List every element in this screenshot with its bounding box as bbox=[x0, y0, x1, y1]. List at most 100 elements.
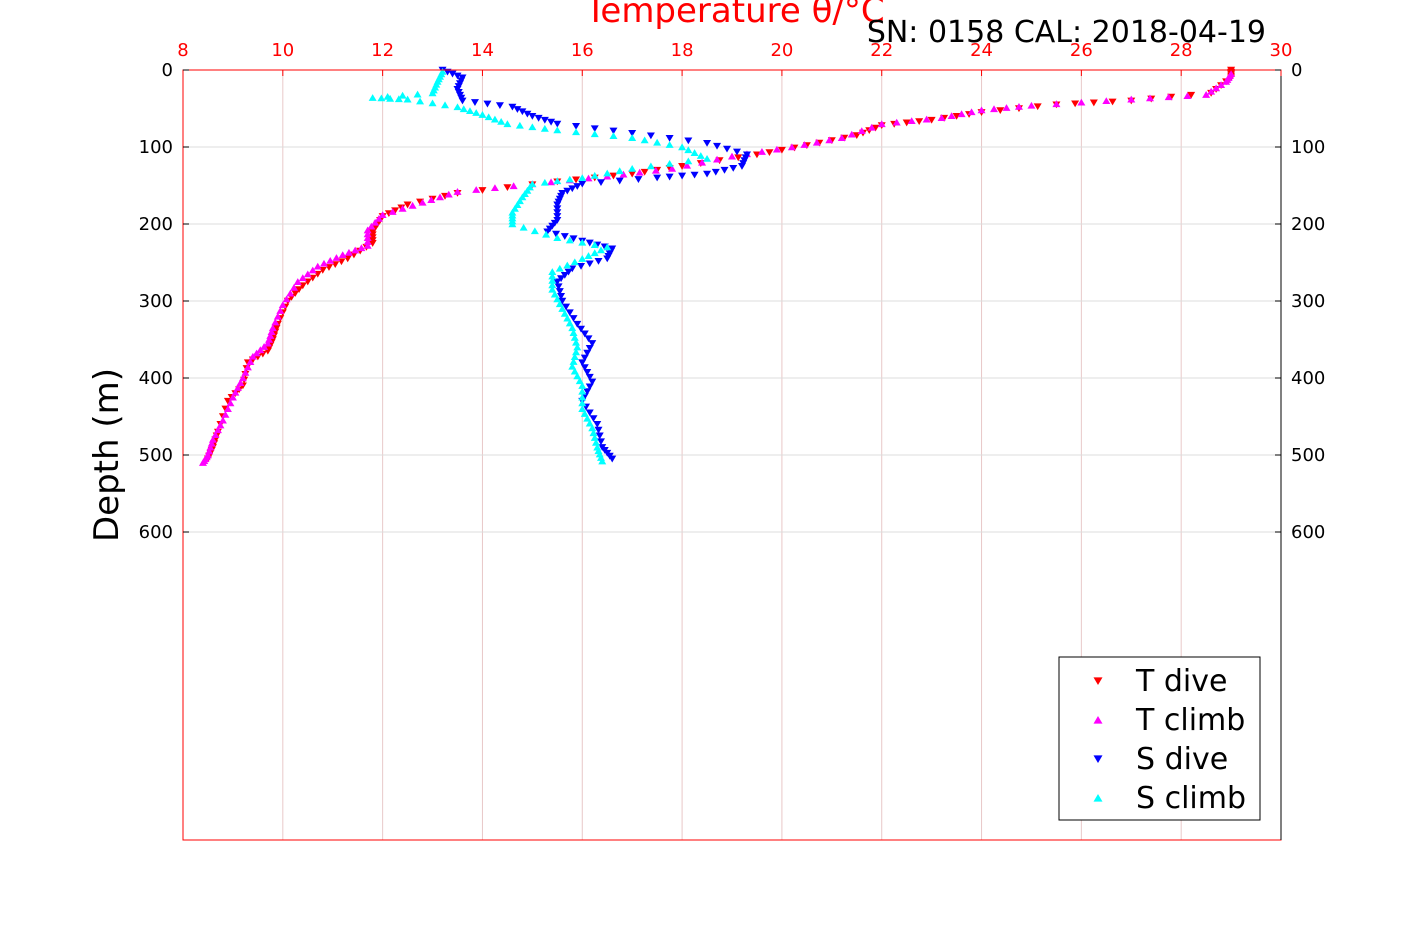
x-tick-label: 18 bbox=[671, 40, 694, 61]
s-climb-marker bbox=[497, 117, 506, 125]
s-climb-marker bbox=[394, 95, 403, 103]
t-climb-marker bbox=[308, 266, 317, 274]
s-climb-marker bbox=[484, 113, 493, 121]
s-climb-marker bbox=[563, 261, 572, 269]
t-climb-marker bbox=[453, 188, 462, 195]
s-dive-marker bbox=[603, 255, 612, 263]
s-climb-marker bbox=[578, 255, 587, 262]
x-tick-label: 30 bbox=[1270, 40, 1293, 61]
t-climb-marker bbox=[226, 399, 235, 407]
t-climb-marker bbox=[1014, 102, 1023, 110]
t-climb-marker bbox=[278, 301, 287, 309]
s-dive-marker bbox=[583, 388, 592, 396]
s-dive-marker bbox=[528, 113, 537, 120]
s-dive-marker bbox=[593, 421, 602, 428]
s-dive-marker bbox=[585, 260, 594, 268]
t-climb-marker bbox=[1127, 95, 1136, 103]
t-climb-marker bbox=[1207, 87, 1216, 95]
s-climb-marker bbox=[565, 175, 574, 183]
s-dive-marker bbox=[615, 177, 624, 185]
t-climb-marker bbox=[812, 138, 821, 146]
t-climb-marker bbox=[238, 374, 247, 382]
s-dive-marker bbox=[543, 228, 552, 236]
s-dive-marker bbox=[518, 108, 527, 116]
s-dive-marker bbox=[558, 297, 567, 305]
x-tick-label: 26 bbox=[1070, 40, 1093, 61]
series-s-dive bbox=[438, 66, 751, 463]
s-dive-marker bbox=[553, 205, 562, 213]
t-climb-marker bbox=[509, 182, 518, 190]
legend-label-t-climb: T climb bbox=[1135, 703, 1245, 738]
t-climb-marker bbox=[1202, 91, 1211, 98]
t-climb-marker bbox=[757, 148, 766, 155]
s-climb-marker bbox=[591, 438, 600, 446]
s-climb-marker bbox=[565, 319, 574, 327]
s-climb-marker bbox=[553, 234, 562, 242]
t-climb-marker bbox=[260, 343, 269, 350]
s-climb-marker bbox=[609, 132, 618, 140]
t-climb-marker bbox=[1102, 97, 1111, 104]
y-tick-label-right: 200 bbox=[1291, 214, 1325, 235]
s-dive-marker bbox=[588, 340, 597, 347]
s-climb-marker bbox=[540, 178, 549, 186]
t-dive-marker bbox=[291, 290, 300, 297]
t-climb-marker bbox=[668, 164, 677, 172]
t-climb-marker bbox=[1212, 84, 1221, 92]
s-climb-marker bbox=[590, 130, 599, 138]
s-climb-marker bbox=[703, 154, 712, 162]
s-climb-marker bbox=[453, 103, 462, 111]
t-climb-marker bbox=[265, 335, 274, 343]
t-climb-marker bbox=[344, 248, 353, 256]
s-dive-marker bbox=[583, 349, 592, 357]
t-climb-marker bbox=[207, 439, 216, 447]
s-climb-marker bbox=[519, 223, 528, 231]
s-dive-marker bbox=[585, 344, 594, 352]
s-climb-marker bbox=[441, 101, 450, 109]
s-climb-marker bbox=[368, 94, 377, 101]
s-climb-marker bbox=[590, 434, 599, 441]
t-climb-marker bbox=[857, 127, 866, 135]
s-dive-marker bbox=[557, 292, 566, 300]
t-climb-marker bbox=[1183, 92, 1192, 99]
s-dive-marker bbox=[495, 102, 504, 110]
t-climb-marker bbox=[947, 112, 956, 120]
x-tick-label: 20 bbox=[770, 40, 793, 61]
t-climb-marker bbox=[252, 349, 261, 357]
s-dive-marker bbox=[553, 201, 562, 209]
s-dive-marker bbox=[555, 288, 564, 295]
t-climb-marker bbox=[363, 226, 372, 234]
s-climb-marker bbox=[628, 164, 637, 172]
t-dive-marker bbox=[478, 187, 487, 194]
s-dive-marker bbox=[553, 213, 562, 220]
s-dive-marker bbox=[595, 432, 604, 440]
t-climb-marker bbox=[990, 105, 999, 113]
s-climb-marker bbox=[678, 143, 687, 151]
t-climb-marker bbox=[1145, 94, 1154, 102]
s-climb-marker bbox=[598, 457, 607, 465]
t-climb-marker bbox=[351, 246, 360, 254]
s-climb-marker bbox=[578, 399, 587, 407]
s-climb-marker bbox=[684, 157, 693, 165]
s-climb-marker bbox=[377, 94, 386, 102]
s-climb-marker bbox=[459, 105, 468, 113]
s-climb-marker bbox=[548, 285, 557, 293]
s-dive-marker bbox=[585, 383, 594, 391]
x-tick-label: 14 bbox=[471, 40, 494, 61]
t-climb-marker bbox=[248, 352, 257, 360]
t-climb-marker bbox=[363, 234, 372, 242]
t-climb-marker bbox=[198, 459, 207, 466]
t-climb-marker bbox=[367, 222, 376, 230]
t-climb-marker bbox=[282, 295, 291, 303]
t-climb-marker bbox=[800, 141, 809, 148]
t-dive-marker bbox=[915, 118, 924, 125]
s-climb-marker bbox=[530, 227, 539, 235]
s-dive-marker bbox=[470, 99, 479, 106]
x-tick-label: 22 bbox=[870, 40, 893, 61]
s-dive-marker bbox=[573, 183, 582, 190]
t-dive-marker bbox=[952, 113, 961, 120]
y-tick-label-right: 0 bbox=[1291, 60, 1302, 81]
y-tick-label-right: 400 bbox=[1291, 368, 1325, 389]
s-climb-marker bbox=[573, 343, 582, 351]
t-climb-marker bbox=[303, 270, 312, 278]
legend-marker-t-dive bbox=[1093, 677, 1103, 686]
